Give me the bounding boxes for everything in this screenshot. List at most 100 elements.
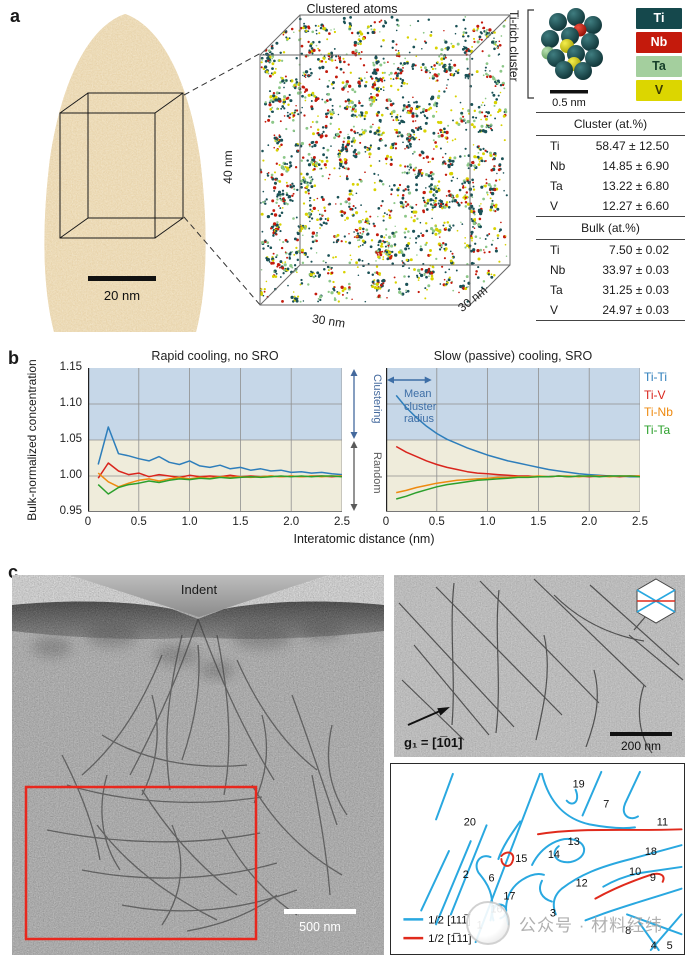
clustered-atoms-box [259, 14, 511, 306]
dim-height-label: 40 nm [221, 150, 235, 184]
tick-label: 1.0 [181, 516, 198, 528]
dislocation-number-5: 5 [667, 940, 673, 952]
element-cell: Ta [550, 179, 563, 193]
chart-series-legend: Ti-Ti Ti-V Ti-Nb Ti-Ta [644, 369, 673, 439]
dislocation-number-12: 12 [576, 878, 588, 890]
box-wireframe [259, 14, 511, 306]
apt-tip-image: 20 nm [44, 14, 206, 332]
composition-table-row: Ti 58.47 ± 12.50 [536, 136, 685, 156]
indent-label: Indent [181, 582, 218, 597]
element-legend: Ti Nb Ta V [636, 8, 682, 104]
x-axis-label: Interatomic distance (nm) [293, 532, 435, 546]
value-cell: 24.97 ± 0.03 [602, 303, 669, 317]
composition-table-row: V 24.97 ± 0.03 [536, 300, 685, 320]
tick-label: 0.95 [59, 505, 82, 517]
composition-table-row: V 12.27 ± 6.60 [536, 196, 685, 216]
roi-wireframe-box [59, 92, 184, 239]
tick-label: 2.0 [283, 516, 300, 528]
tick-label: 2.5 [334, 516, 350, 528]
value-cell: 12.27 ± 6.60 [602, 199, 669, 213]
tick-label: 1.0 [479, 516, 496, 528]
tick-label: 1.5 [530, 516, 547, 528]
composition-table-row: Ta 13.22 ± 6.80 [536, 176, 685, 196]
panel-a-label: a [10, 6, 21, 26]
cluster-scalebar [550, 90, 588, 94]
chart-rapid-cooling [88, 368, 342, 512]
element-cell: Ti [550, 139, 560, 153]
chart-slow-cooling [386, 368, 640, 512]
tick-label: 2.0 [581, 516, 598, 528]
burgers-cyan-lines [420, 770, 683, 952]
tick-label: 1.00 [59, 469, 82, 481]
element-cell: V [550, 303, 559, 317]
dislocation-number-17: 17 [503, 891, 515, 903]
dislocation-number-8: 8 [625, 925, 631, 937]
dislocation-number-3: 3 [550, 907, 556, 919]
cluster-atoms [541, 8, 603, 80]
box-title: Clustered atoms [306, 2, 398, 16]
atom-cloud [260, 15, 508, 304]
element-cell: Ta [550, 283, 563, 297]
tem-indent-image: Indent 500 nm [12, 575, 384, 955]
detail-scalebar-label: 200 nm [621, 739, 661, 753]
tem-scalebar [284, 909, 356, 914]
random-band-arrow: Random [350, 441, 382, 511]
watermark: 公众号 · 材料经纬 [466, 901, 663, 945]
composition-table-row: Ti 7.50 ± 0.02 [536, 240, 685, 260]
dislocation-texture [46, 618, 348, 932]
series-legend-ti-ta: Ti-Ta [644, 422, 671, 437]
tem-scalebar-label: 500 nm [299, 920, 341, 934]
element-cell: Nb [550, 159, 566, 173]
tick-label: 1.5 [232, 516, 249, 528]
random-band-label: Random [371, 452, 382, 494]
tick-label: 1.10 [59, 397, 82, 409]
panel-b-label: b [8, 348, 19, 368]
y-axis-label: Bulk-normalized concentration [25, 359, 39, 521]
burgers-legend-cyan-label: 1/2 [111̅] [428, 914, 471, 926]
cluster-bracket [527, 9, 534, 99]
g-vector-label: g₁ = [1̅01] [404, 735, 462, 750]
panel-c-label: c [8, 562, 19, 582]
series-legend-ti-nb: Ti-Nb [644, 405, 673, 419]
cluster-label: Ti-rich cluster [507, 10, 521, 82]
tip-scalebar [88, 276, 156, 281]
element-chip-nb: Nb [636, 32, 682, 53]
burgers-legend: 1/2 [111̅] 1/2 [1̅11] [403, 914, 472, 945]
tip-scalebar-label: 20 nm [104, 288, 140, 303]
dislocation-number-10: 10 [629, 866, 641, 878]
element-chip-v: V [636, 80, 682, 101]
tem-detail-image: g₁ = [1̅01] 200 nm [394, 575, 685, 757]
composition-table-header: Bulk (at.%) [536, 216, 685, 240]
burgers-legend-red-label: 1/2 [1̅11] [428, 933, 471, 945]
element-cell: Ti [550, 243, 560, 257]
tick-label: 0.5 [130, 516, 147, 528]
clustering-band-arrow: Clustering [350, 369, 382, 439]
chart-title-left: Rapid cooling, no SRO [151, 349, 279, 363]
composition-table-row: Nb 14.85 ± 6.90 [536, 156, 685, 176]
dislocation-number-20: 20 [464, 816, 476, 828]
dislocation-number-11: 11 [657, 816, 668, 828]
burgers-red-lines [500, 828, 683, 900]
clustering-band-label: Clustering [371, 374, 382, 424]
value-cell: 58.47 ± 12.50 [595, 139, 669, 153]
watermark-logo [466, 901, 510, 945]
composition-table-header: Cluster (at.%) [536, 112, 685, 136]
dislocation-number-15: 15 [515, 853, 527, 865]
chart-title-right: Slow (passive) cooling, SRO [433, 349, 593, 363]
dislocation-number-14: 14 [548, 849, 560, 861]
dislocation-number-13: 13 [568, 836, 580, 848]
dislocation-number-7: 7 [603, 799, 609, 811]
dislocation-number-19: 19 [573, 779, 585, 791]
element-cell: V [550, 199, 559, 213]
composition-table-row: Nb 33.97 ± 0.03 [536, 260, 685, 280]
series-legend-ti-ti: Ti-Ti [644, 370, 668, 384]
composition-table: Cluster (at.%) Ti 58.47 ± 12.50 Nb 14.85 ± 6… [536, 112, 685, 321]
value-cell: 33.97 ± 0.03 [602, 263, 669, 277]
indenter-triangle [70, 575, 328, 617]
value-cell: 7.50 ± 0.02 [609, 243, 669, 257]
cluster-scalebar-label: 0.5 nm [552, 97, 586, 109]
detail-scalebar [610, 732, 672, 736]
element-cell: Nb [550, 263, 566, 277]
tick-label: 0 [382, 516, 390, 528]
tick-label: 0.5 [428, 516, 445, 528]
